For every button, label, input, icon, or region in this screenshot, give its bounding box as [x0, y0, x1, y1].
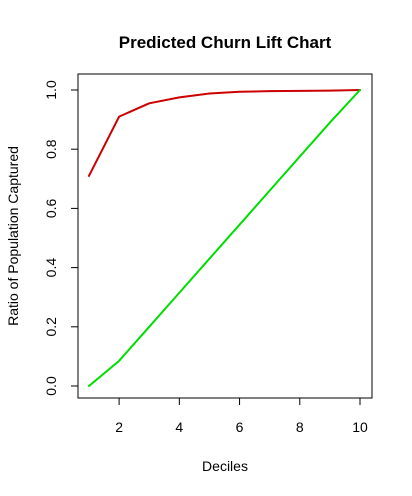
- series-1-point-1: [88, 385, 90, 387]
- series-0-point-3: [148, 102, 151, 105]
- series-1-line: [88, 89, 361, 387]
- y-axis-label: Ratio of Population Captured: [5, 146, 21, 326]
- y-tick-label-4: 0.8: [43, 139, 59, 159]
- series-1-point-2: [118, 359, 121, 362]
- y-tick-label-2: 0.4: [43, 258, 59, 278]
- series-0-point-4: [178, 96, 181, 99]
- y-axis: 0.0 0.2 0.4 0.6 0.8 1.0: [43, 80, 78, 396]
- y-tick-label-0: 0.0: [43, 376, 59, 396]
- x-tick-label-10: 10: [352, 419, 368, 435]
- x-tick-label-6: 6: [236, 419, 244, 435]
- series-1-point-5: [208, 257, 211, 260]
- series-1-point-10: [359, 89, 361, 91]
- series-1-point-8: [298, 155, 301, 158]
- series-0-line: [88, 89, 361, 177]
- series-0-point-2: [118, 115, 121, 118]
- series-1-point-6: [238, 223, 241, 226]
- series-0-point-7: [268, 90, 271, 93]
- series-1-point-9: [328, 121, 331, 124]
- x-tick-label-2: 2: [115, 419, 123, 435]
- series-0-point-8: [298, 89, 301, 92]
- x-axis-label: Deciles: [202, 458, 248, 474]
- series-1-point-4: [178, 291, 181, 294]
- x-tick-label-8: 8: [296, 419, 304, 435]
- x-axis: 2 4 6 8 10: [115, 398, 368, 435]
- series-0-point-6: [238, 90, 241, 93]
- series-0-point-5: [208, 92, 211, 95]
- series-1-point-7: [268, 189, 271, 192]
- x-tick-label-4: 4: [175, 419, 183, 435]
- series-0-point-9: [328, 89, 331, 92]
- chart-title: Predicted Churn Lift Chart: [119, 33, 332, 52]
- series-1-point-3: [148, 325, 151, 328]
- y-tick-label-5: 1.0: [43, 80, 59, 100]
- plot-frame: [77, 73, 373, 399]
- series-0-point-1: [88, 174, 90, 177]
- series-layer: [88, 89, 361, 387]
- y-tick-label-3: 0.6: [43, 198, 59, 218]
- y-tick-label-1: 0.2: [43, 317, 59, 337]
